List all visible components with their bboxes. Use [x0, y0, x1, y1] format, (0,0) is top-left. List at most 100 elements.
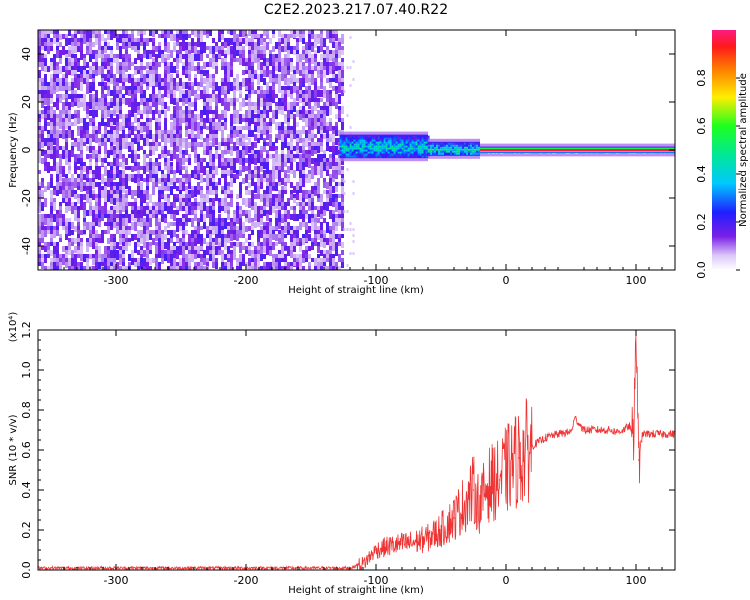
spectrogram-cell [305, 222, 308, 230]
spectrogram-cell [86, 246, 89, 252]
spectrogram-cell [212, 62, 215, 69]
spectrogram-cell [134, 58, 137, 64]
spectrogram-cell [179, 118, 182, 127]
spectrogram-cell [152, 50, 155, 57]
spectrogram-cell [251, 66, 254, 75]
spectrogram-cell [152, 138, 155, 142]
spectrogram-cell [152, 110, 155, 114]
spectrogram-cell [272, 234, 275, 240]
spectrogram-cell [284, 190, 287, 194]
spectrogram-cell [236, 150, 239, 159]
spectrogram-cell [278, 30, 281, 37]
spectrogram-cell [311, 94, 314, 102]
spectrogram-cell [345, 141, 348, 144]
spectrogram-cell [134, 218, 137, 222]
spectrogram-cell [116, 138, 119, 142]
spectrogram-cell [158, 130, 161, 139]
spectrogram-cell [179, 46, 182, 54]
spectrogram-cell [470, 148, 472, 151]
spectrogram-cell [393, 147, 396, 150]
spectrogram-cell [161, 210, 164, 216]
spectrogram-cell [197, 114, 200, 120]
spectrogram-cell [38, 246, 41, 251]
spectrogram-cell [260, 110, 263, 117]
spectrogram-cell [173, 170, 176, 174]
spectrogram-cell [405, 149, 408, 152]
spectrogram-cell [296, 214, 299, 221]
spectrogram-cell [215, 170, 218, 175]
spectrogram-cell [74, 74, 77, 79]
spectrogram-cell [44, 30, 47, 36]
spectrogram-cell [385, 149, 388, 152]
spectrogram-cell [296, 262, 299, 270]
spectrogram-cell [185, 266, 188, 270]
spectrogram-cell [409, 153, 412, 156]
spectrogram-cell [311, 142, 314, 149]
spectrogram-cell [428, 152, 430, 155]
spectrogram-cell [209, 130, 212, 135]
spectrogram-cell [423, 149, 426, 152]
spectrogram-cell [89, 30, 92, 37]
spectrogram-cell [371, 147, 374, 150]
spectrogram-cell [251, 262, 254, 268]
spectrogram-cell [476, 144, 478, 147]
spectrogram-cell [158, 186, 161, 190]
spectrogram-cell [227, 134, 230, 139]
spectrogram-cell [338, 238, 341, 244]
spectrogram-cell [122, 114, 125, 119]
spectrogram-cell [430, 142, 432, 145]
spectrogram-cell [339, 143, 342, 146]
spectrogram-cell [254, 250, 257, 257]
spectrogram-cell [478, 144, 480, 147]
spectrogram-cell [335, 186, 338, 192]
spectrogram-cell [341, 182, 344, 187]
spectrogram-cell [341, 50, 344, 55]
spectrogram-cell [230, 230, 233, 237]
spectrogram-cell [53, 198, 56, 205]
spectrogram-cell [381, 153, 384, 156]
spectrogram-cell [260, 166, 263, 172]
spectrogram-cell [65, 258, 68, 265]
spectrogram-cell [413, 137, 416, 140]
spectrogram-cell [194, 174, 197, 178]
spectrogram-cell [161, 182, 164, 191]
spectrogram-cell [161, 206, 164, 211]
spectrogram-cell [149, 234, 152, 240]
spectrogram-cell [65, 198, 68, 204]
spectrogram-cell [320, 38, 323, 46]
spectrogram-cell [221, 86, 224, 95]
spectrogram-cell [44, 122, 47, 129]
spectrogram-cell [194, 214, 197, 221]
spectrogram-cell [444, 146, 446, 149]
spectrogram-cell [119, 138, 122, 147]
spectrogram-cell [56, 150, 59, 158]
spectrogram-cell [456, 152, 458, 155]
spectrogram-cell [305, 194, 308, 199]
spectrogram-cell [335, 130, 338, 136]
spectrogram-cell [242, 162, 245, 167]
spectrogram-cell [152, 114, 155, 120]
spectrogram-cell [50, 182, 53, 188]
spectrogram-cell [104, 170, 107, 176]
spectrogram-cell [203, 46, 206, 53]
spectrogram-cell [188, 106, 191, 113]
spectrogram-cell [209, 254, 212, 261]
spectrogram-cell [221, 190, 224, 194]
spectrogram-cell [209, 110, 212, 114]
spectrogram-cell [311, 242, 314, 247]
spectrogram-cell [209, 166, 212, 175]
spectrogram-cell [77, 158, 80, 164]
spectrogram-cell [113, 194, 116, 200]
spectrogram-cell [411, 151, 414, 154]
spectrogram-cell [341, 62, 344, 68]
spectrogram-cell [140, 202, 143, 209]
spectrogram-cell [440, 142, 442, 145]
spectrogram-cell [339, 145, 342, 148]
spectrogram-cell [233, 210, 236, 215]
spectrogram-cell [53, 82, 56, 87]
spectrogram-cell [275, 122, 278, 130]
spectrogram-cell [343, 141, 346, 144]
spectrogram-cell [329, 102, 332, 106]
spectrogram-cell [83, 134, 86, 140]
spectrogram-cell [326, 50, 329, 55]
